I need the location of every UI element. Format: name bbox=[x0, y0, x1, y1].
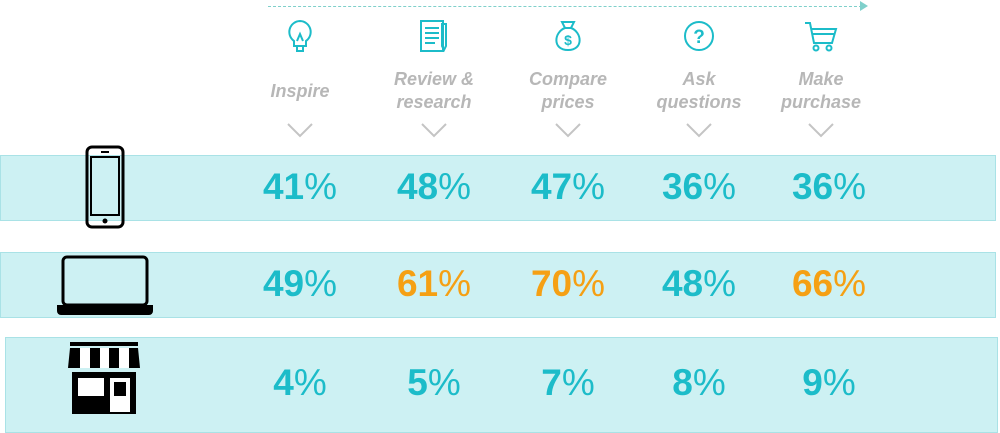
store-icon bbox=[66, 340, 142, 416]
chevron-down-icon bbox=[685, 122, 713, 143]
laptop-icon bbox=[55, 255, 155, 317]
stage-label: Ask questions bbox=[656, 69, 742, 112]
chevron-down-icon bbox=[286, 122, 314, 143]
value-number: 36 bbox=[791, 166, 834, 207]
percent-sign: % bbox=[293, 362, 327, 403]
percent-sign: % bbox=[703, 263, 737, 304]
svg-text:?: ? bbox=[693, 27, 705, 48]
money-bag-icon: $ bbox=[546, 14, 590, 58]
stage-label: Make purchase bbox=[780, 69, 862, 112]
value-cell: 49% bbox=[235, 263, 365, 305]
percent-sign: % bbox=[438, 166, 472, 207]
value-cell: 48% bbox=[634, 263, 764, 305]
document-pencil-icon bbox=[412, 14, 456, 58]
row-band-laptop bbox=[0, 252, 996, 318]
value-number: 8 bbox=[672, 362, 693, 403]
row-band-smartphone bbox=[0, 155, 996, 221]
stage-ask-questions: ? Ask questions bbox=[634, 14, 764, 154]
value-number: 48 bbox=[396, 166, 439, 207]
value-cell: 4% bbox=[235, 362, 365, 404]
stage-make-purchase: Make purchase bbox=[756, 14, 886, 154]
percent-sign: % bbox=[427, 362, 461, 403]
chevron-down-icon bbox=[554, 122, 582, 143]
stage-label: Review & research bbox=[393, 69, 475, 112]
value-number: 41 bbox=[262, 166, 305, 207]
value-cell: 36% bbox=[764, 166, 894, 208]
value-cell: 66% bbox=[764, 263, 894, 305]
percent-sign: % bbox=[703, 166, 737, 207]
lightbulb-icon bbox=[278, 14, 322, 58]
stage-review-research: Review & research bbox=[369, 14, 499, 154]
percent-sign: % bbox=[833, 166, 867, 207]
value-number: 5 bbox=[407, 362, 428, 403]
stage-compare-prices: $ Compare prices bbox=[503, 14, 633, 154]
value-number: 48 bbox=[661, 263, 704, 304]
value-number: 70 bbox=[530, 263, 573, 304]
value-cell: 36% bbox=[634, 166, 764, 208]
percent-sign: % bbox=[438, 263, 472, 304]
value-number: 4 bbox=[273, 362, 294, 403]
stage-label: Inspire bbox=[270, 80, 330, 101]
value-cell: 7% bbox=[503, 362, 633, 404]
value-number: 36 bbox=[661, 166, 704, 207]
svg-text:$: $ bbox=[564, 32, 572, 48]
value-cell: 8% bbox=[634, 362, 764, 404]
value-cell: 5% bbox=[369, 362, 499, 404]
chevron-down-icon bbox=[807, 122, 835, 143]
value-number: 49 bbox=[262, 263, 305, 304]
shopping-cart-icon bbox=[799, 14, 843, 58]
value-cell: 48% bbox=[369, 166, 499, 208]
value-number: 47 bbox=[530, 166, 573, 207]
value-cell: 47% bbox=[503, 166, 633, 208]
row-band-store bbox=[5, 337, 998, 433]
percent-sign: % bbox=[304, 263, 338, 304]
chevron-down-icon bbox=[420, 122, 448, 143]
value-cell: 70% bbox=[503, 263, 633, 305]
percent-sign: % bbox=[572, 166, 606, 207]
percent-sign: % bbox=[833, 263, 867, 304]
stage-inspire: Inspire bbox=[235, 14, 365, 154]
stage-label: Compare prices bbox=[528, 69, 608, 112]
value-cell: 61% bbox=[369, 263, 499, 305]
percent-sign: % bbox=[561, 362, 595, 403]
value-cell: 41% bbox=[235, 166, 365, 208]
percent-sign: % bbox=[304, 166, 338, 207]
smartphone-icon bbox=[83, 145, 127, 229]
question-icon: ? bbox=[677, 14, 721, 58]
percent-sign: % bbox=[822, 362, 856, 403]
value-number: 66 bbox=[791, 263, 834, 304]
percent-sign: % bbox=[692, 362, 726, 403]
percent-sign: % bbox=[572, 263, 606, 304]
arrow-head-icon bbox=[860, 1, 868, 11]
value-number: 9 bbox=[802, 362, 823, 403]
value-cell: 9% bbox=[764, 362, 894, 404]
value-number: 61 bbox=[396, 263, 439, 304]
value-number: 7 bbox=[541, 362, 562, 403]
dashed-line bbox=[268, 6, 862, 7]
